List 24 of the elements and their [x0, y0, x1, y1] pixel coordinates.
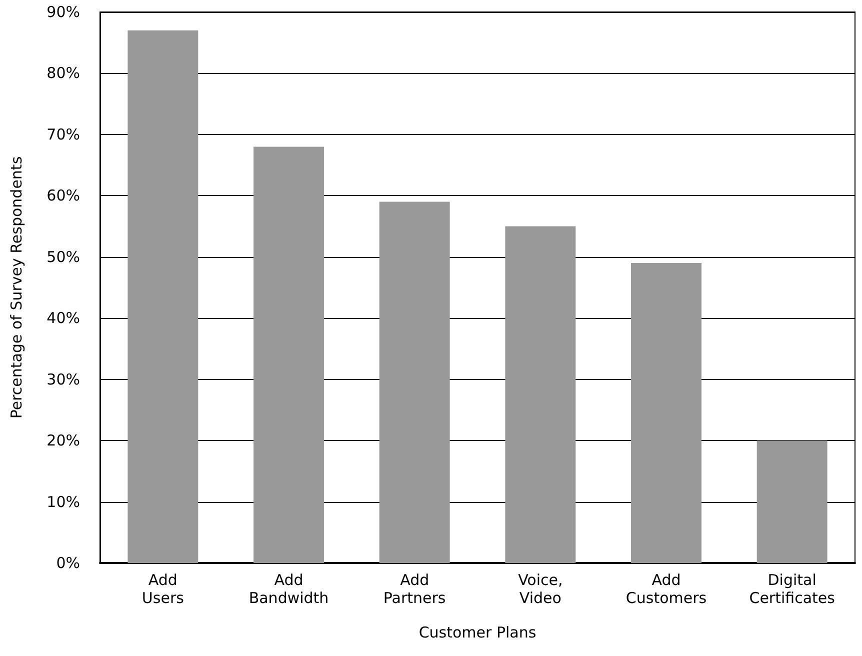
y-tick-label: 20% [46, 432, 80, 450]
x-tick-label: Add Partners [383, 571, 446, 607]
y-tick-label: 70% [46, 125, 80, 144]
bar [128, 30, 198, 563]
y-tick-label: 50% [46, 248, 80, 266]
bar [756, 440, 828, 563]
y-axis-title: Percentage of Survey Respondents [8, 156, 26, 419]
x-tick-label: Add Users [142, 571, 184, 607]
y-tick-label: 60% [46, 186, 80, 205]
bar [254, 146, 324, 563]
bar [505, 226, 576, 563]
x-tick-label: Voice, Video [518, 571, 563, 607]
y-tick-label: 80% [46, 64, 80, 82]
y-tick-label: 0% [56, 554, 80, 572]
y-tick-label: 40% [46, 309, 80, 328]
bar [379, 202, 450, 563]
y-tick-label: 90% [46, 3, 80, 21]
bar [631, 263, 702, 563]
x-tick-label: Add Customers [626, 571, 707, 607]
x-tick-label: Digital Certificates [749, 571, 836, 607]
x-tick-label: Add Bandwidth [248, 571, 329, 607]
x-axis-title: Customer Plans [418, 624, 536, 642]
y-tick-label: 30% [46, 370, 80, 388]
y-tick-label: 10% [46, 492, 80, 511]
